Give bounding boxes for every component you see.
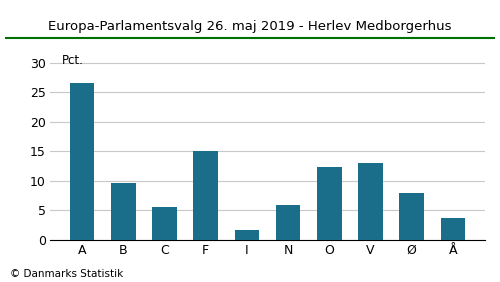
Text: © Danmarks Statistik: © Danmarks Statistik	[10, 269, 123, 279]
Bar	[70, 83, 94, 240]
Bar	[152, 207, 177, 240]
Bar	[111, 183, 136, 240]
Bar	[194, 151, 218, 240]
Bar	[440, 219, 465, 240]
Text: Pct.: Pct.	[62, 54, 84, 67]
Bar	[400, 193, 424, 240]
Bar	[358, 163, 383, 240]
Text: Europa-Parlamentsvalg 26. maj 2019 - Herlev Medborgerhus: Europa-Parlamentsvalg 26. maj 2019 - Her…	[48, 20, 452, 33]
Bar	[276, 206, 300, 240]
Bar	[234, 230, 260, 240]
Bar	[317, 167, 342, 240]
